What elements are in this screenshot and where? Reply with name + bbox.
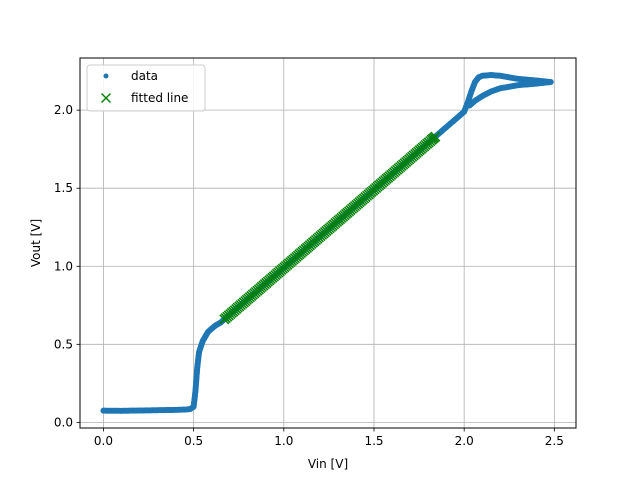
fitted-point bbox=[430, 131, 441, 142]
legend: data fitted line bbox=[86, 64, 206, 112]
grid bbox=[80, 58, 576, 428]
axes-frame bbox=[79, 57, 577, 429]
x-tick-label: 2.0 bbox=[455, 434, 474, 448]
y-tick-label: 1.5 bbox=[54, 181, 73, 195]
y-axis-label: Vout [V] bbox=[29, 219, 43, 267]
series-data bbox=[100, 72, 554, 414]
legend-label-fitted-line: fitted line bbox=[131, 91, 188, 105]
plot-area bbox=[100, 72, 554, 414]
series-group bbox=[100, 72, 554, 414]
series-fitted-line bbox=[219, 131, 441, 325]
legend-box bbox=[86, 64, 206, 112]
x-tick-label: 1.5 bbox=[364, 434, 383, 448]
y-tick-label: 2.0 bbox=[54, 103, 73, 117]
y-tick-label: 0.5 bbox=[54, 337, 73, 351]
x-axis-label: Vin [V] bbox=[308, 457, 348, 471]
ticks: 0.0 0.5 1.0 1.5 2.0 2.5 0.0 0.5 1.0 1.5 2.0 bbox=[54, 103, 564, 448]
x-tick-label: 1.0 bbox=[274, 434, 293, 448]
legend-marker-fitted-line bbox=[101, 93, 111, 103]
data-point bbox=[466, 102, 473, 109]
x-tick-label: 0.5 bbox=[184, 434, 203, 448]
legend-label-data: data bbox=[131, 69, 158, 83]
x-tick-label: 2.5 bbox=[545, 434, 564, 448]
y-tick-label: 0.0 bbox=[54, 415, 73, 429]
x-tick-label: 0.0 bbox=[94, 434, 113, 448]
y-tick-label: 1.0 bbox=[54, 259, 73, 273]
legend-marker-data bbox=[103, 73, 109, 79]
